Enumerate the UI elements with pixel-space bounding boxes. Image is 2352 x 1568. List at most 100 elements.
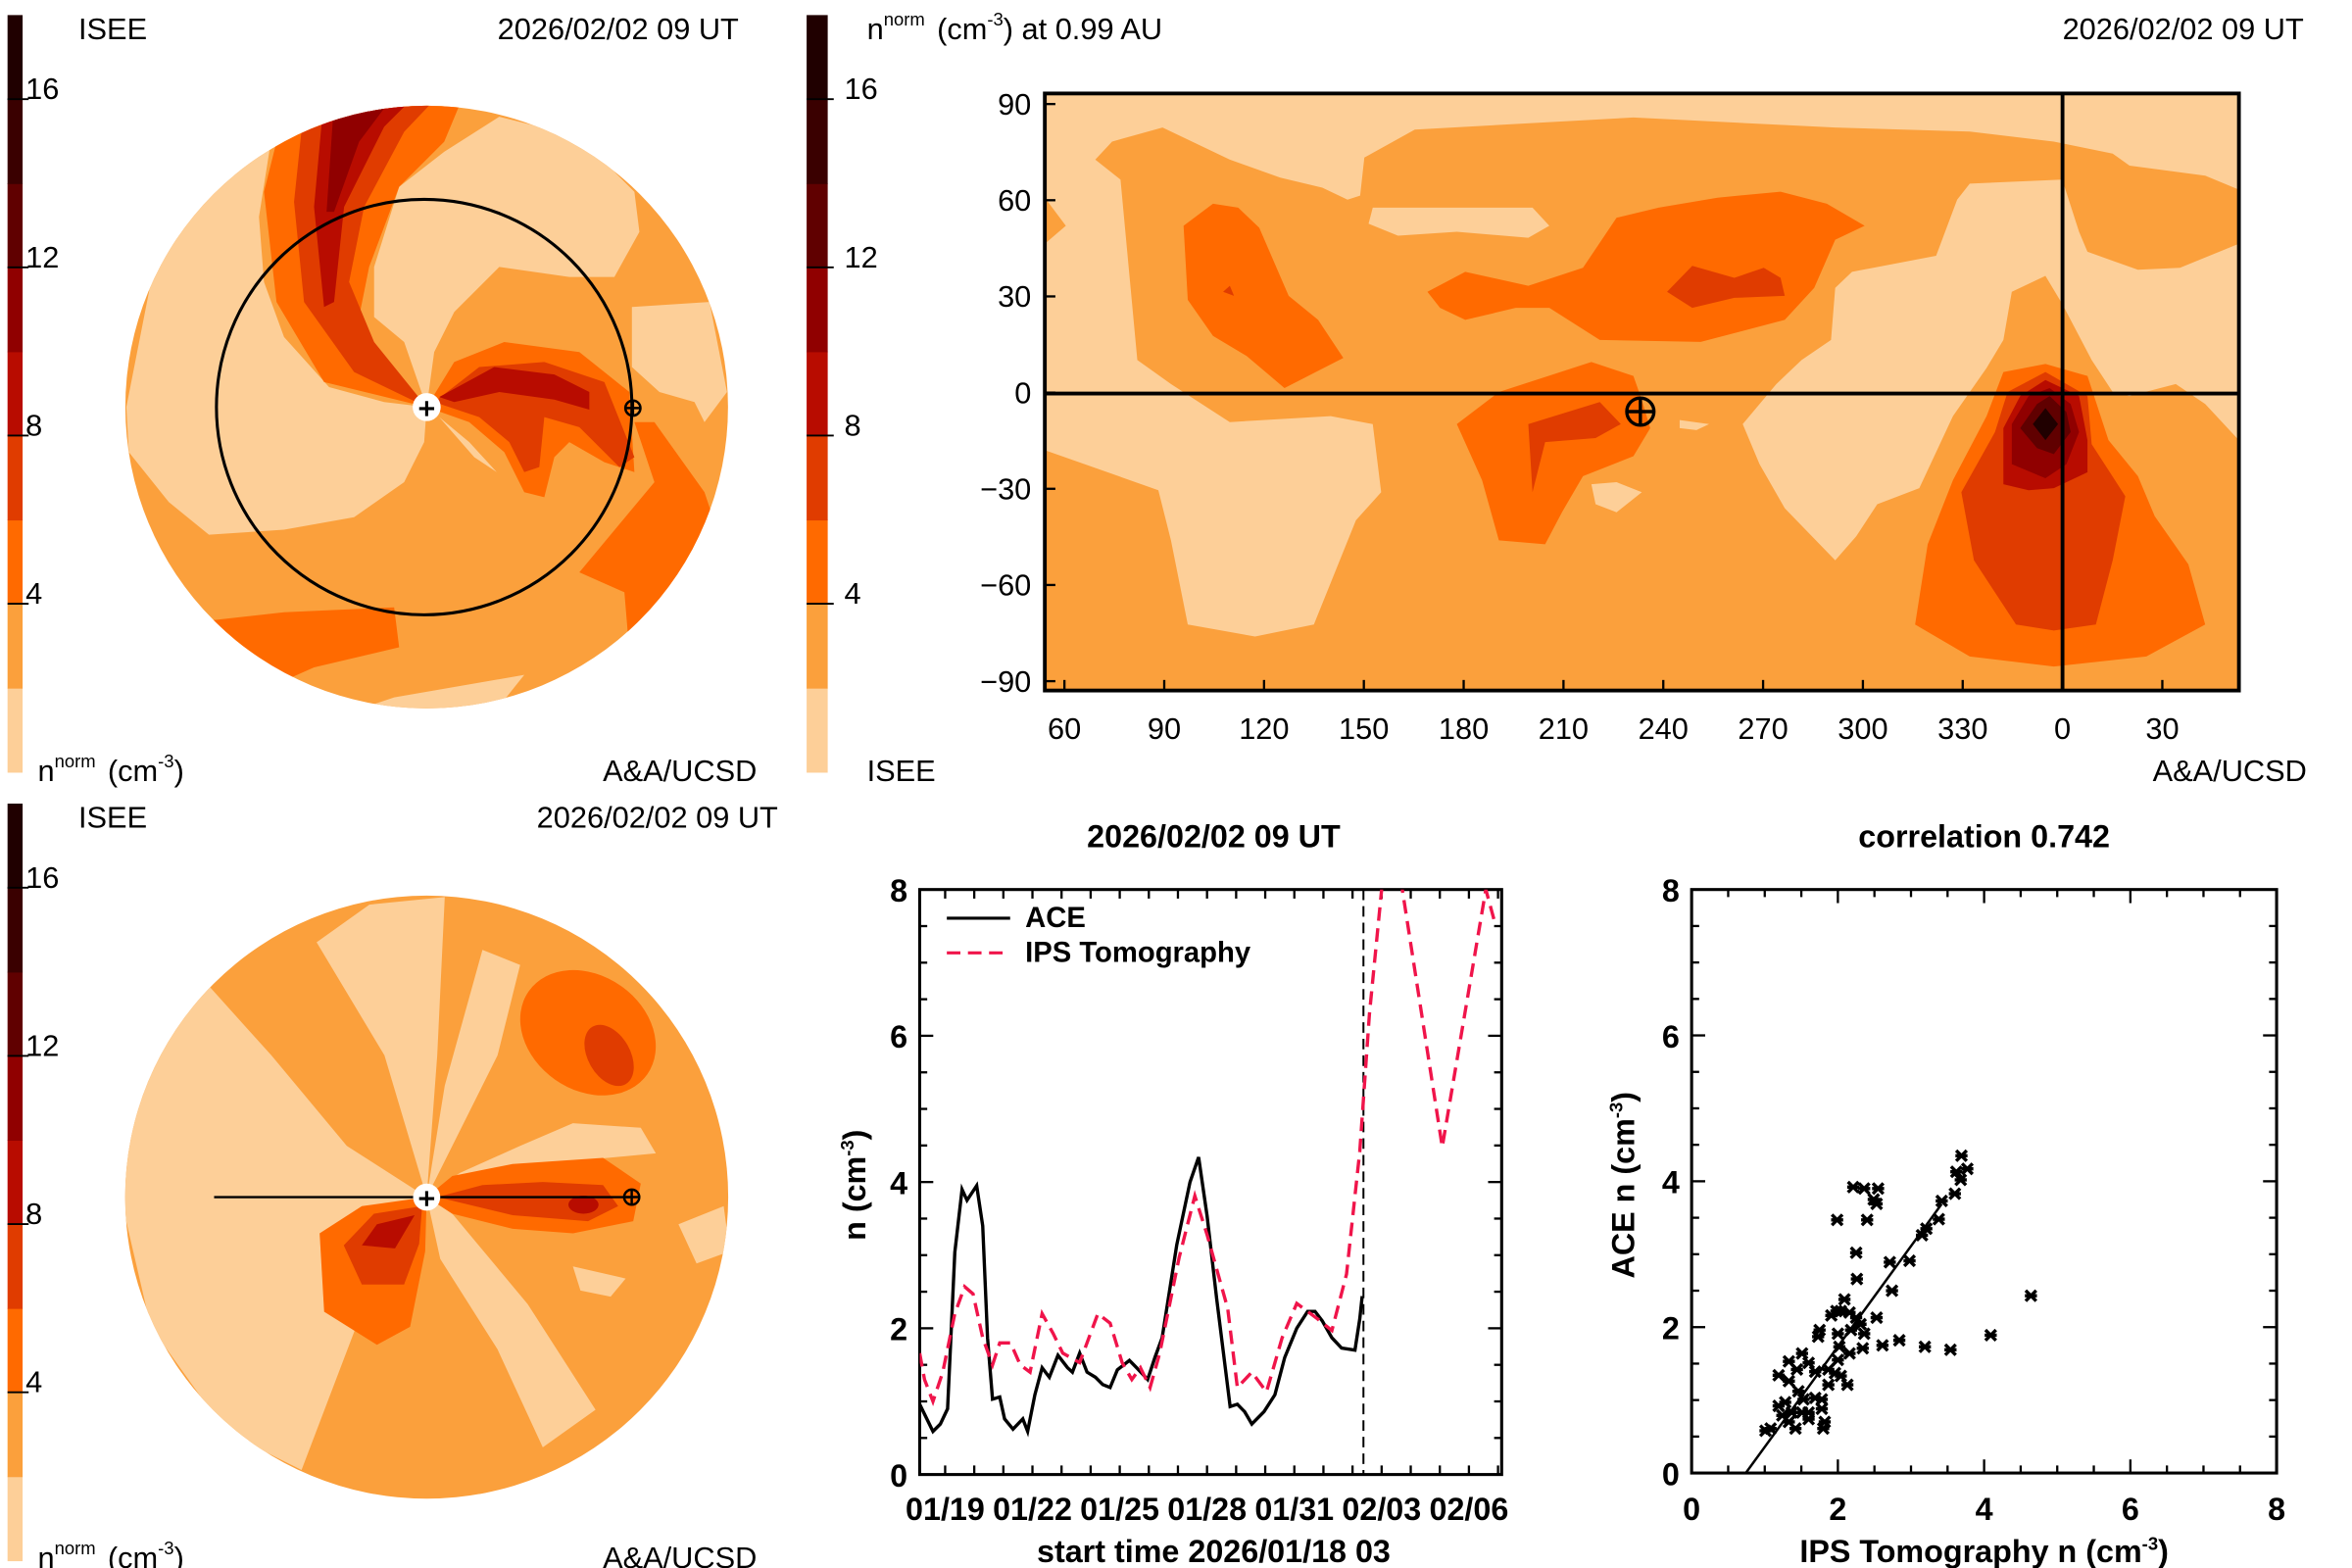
lon-tick-label: 0 [2054, 711, 2071, 746]
scatter-point [1833, 1340, 1846, 1353]
x-tick-label: 01/22 [993, 1492, 1072, 1527]
colorbar-band [807, 267, 828, 353]
density-contour [1183, 203, 1344, 388]
scatter-point [1960, 1162, 1975, 1176]
scatter-point [1811, 1330, 1825, 1344]
scatter-point [1790, 1362, 1804, 1376]
scatter-point [1871, 1182, 1886, 1196]
colorbar-band [7, 99, 24, 184]
colorbar-band [807, 435, 828, 521]
density-contour [124, 980, 427, 1470]
x-tick-label: 2 [1829, 1492, 1846, 1527]
scatter-point [2024, 1289, 2037, 1302]
lat-tick-label: 30 [998, 279, 1031, 314]
lat-tick-label: −60 [980, 568, 1031, 603]
scatter-point [1857, 1182, 1871, 1196]
lat-tick-label: −90 [980, 664, 1031, 699]
x-tick-label: 6 [2122, 1492, 2139, 1527]
colorbar-tick-label: 4 [25, 1365, 42, 1399]
colorbar-tick-label: 8 [25, 408, 42, 442]
colorbar-band [807, 99, 828, 184]
scatter-point [1932, 1212, 1945, 1226]
y-tick-label: 0 [1662, 1456, 1680, 1492]
scatter-point [1870, 1197, 1884, 1211]
colorbar-band [7, 971, 24, 1057]
time-series-axes: 0 2 4 6 8 01/19 01/22 01/25 01/28 01/31 02/03 02/06 [890, 873, 1508, 1527]
density-contour [362, 1215, 416, 1249]
density-contour [568, 1196, 599, 1214]
x-tick-label: 8 [2268, 1492, 2285, 1527]
scatter-point [1856, 1342, 1870, 1355]
y-tick-label: 2 [1662, 1311, 1680, 1347]
density-contour [579, 421, 715, 653]
panel-ecliptic-view: 4 8 12 16 ISEE 2026/02/02 09 UT [7, 12, 757, 788]
chart-title: 2026/02/02 09 UT [1087, 819, 1341, 855]
scatter-chart: correlation 0.742 0 2 4 6 8 0 2 4 6 8 ACE n (cm-3… [1605, 819, 2285, 1568]
y-tick-label: 0 [890, 1458, 907, 1494]
density-contour [678, 1205, 729, 1264]
lon-tick-label: 180 [1439, 711, 1489, 746]
lon-tick-label: 270 [1738, 711, 1788, 746]
x-tick-label: 0 [1683, 1492, 1700, 1527]
y-tick-label: 6 [1662, 1019, 1680, 1054]
plot-frame [917, 888, 1503, 1477]
lon-tick-label: 240 [1639, 711, 1689, 746]
lon-tick-label: 330 [1937, 711, 1987, 746]
colorbar-band [7, 1224, 24, 1309]
time-series-lines [919, 889, 1496, 1438]
scatter-point [1857, 1327, 1871, 1341]
scatter-point [1779, 1396, 1792, 1409]
scatter-point [1876, 1339, 1889, 1352]
colorbar-band [7, 687, 24, 773]
colorbar-band [7, 183, 24, 269]
y-tick-label: 2 [890, 1312, 907, 1348]
colorbar-tick-label: 12 [25, 240, 59, 274]
series-ips-line [919, 889, 1496, 1406]
x-tick-label: 01/25 [1080, 1492, 1159, 1527]
scatter-point [1902, 1253, 1917, 1268]
legend-label-ips: IPS Tomography [1025, 938, 1251, 969]
scatter-point [1860, 1213, 1874, 1227]
scatter-point [1782, 1374, 1795, 1388]
earth-icon [1625, 396, 1656, 427]
scatter-point [1886, 1284, 1899, 1298]
x-tick-label: 01/31 [1254, 1492, 1334, 1527]
scatter-point [1949, 1165, 1963, 1179]
density-contour [1742, 179, 2239, 561]
colorbar-band [807, 351, 828, 437]
scatter-point [1935, 1194, 1948, 1208]
y-axis-label: ACE n (cm-3) [1605, 1092, 1641, 1278]
colorbar-band [7, 351, 24, 437]
map-axes: 60 90 120 150 180 210 240 270 300 330 0 309060300−3… [980, 87, 2179, 746]
lat-tick-label: −30 [980, 472, 1031, 507]
density-contour [373, 117, 640, 408]
scatter-point [1954, 1149, 1969, 1162]
scatter-point [1846, 1180, 1860, 1194]
density-contour [125, 122, 427, 535]
density-contour [584, 1024, 634, 1087]
panel-synoptic-map: 4 8 12 16 nnorm (cm-3) at 0.99 AU 2026/02/02… [807, 9, 2307, 788]
unit-label: nnorm (cm-3) [37, 751, 183, 788]
colorbar-band [7, 1392, 24, 1478]
colorbar-tick-label: 16 [25, 72, 59, 106]
density-contour [1368, 207, 1549, 238]
scatter-point [1795, 1347, 1809, 1360]
colorbar-band [807, 519, 828, 605]
sun-icon [413, 1183, 441, 1211]
colorbar-band [7, 1476, 24, 1562]
scatter-point [1796, 1393, 1810, 1406]
scatter-points [1758, 1149, 2037, 1438]
date-label: 2026/02/02 09 UT [2063, 12, 2304, 46]
colorbar-band [7, 1307, 24, 1394]
colorbar-top-left: 4 8 12 16 [7, 15, 59, 773]
lon-tick-label: 150 [1339, 711, 1389, 746]
scatter-point [1831, 1353, 1844, 1367]
scatter-point [1808, 1365, 1822, 1379]
colorbar-band [807, 687, 828, 773]
earth-icon [622, 1188, 641, 1206]
lon-tick-label: 210 [1539, 711, 1589, 746]
credit-label: A&A/UCSD [603, 754, 757, 788]
scatter-point [1791, 1385, 1805, 1398]
scatter-point [1918, 1340, 1932, 1353]
